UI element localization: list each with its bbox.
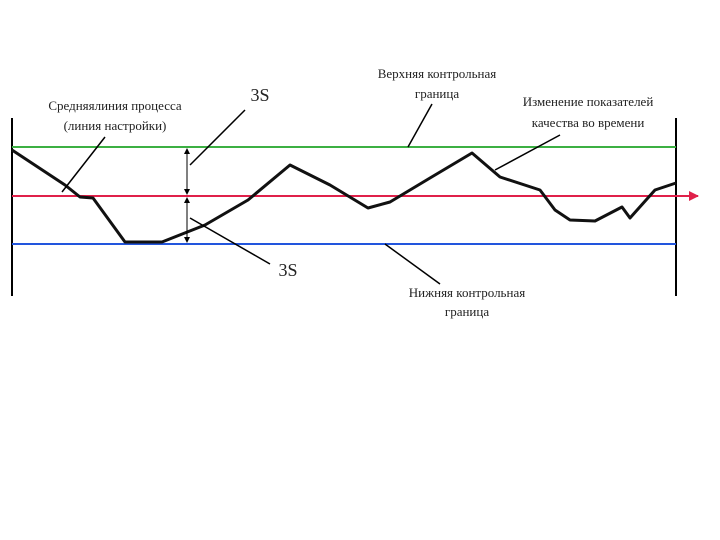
label: 3S <box>250 85 269 105</box>
label: качества во времени <box>532 115 645 130</box>
leader-line <box>494 134 561 171</box>
label: (линия настройки) <box>64 118 167 133</box>
label: граница <box>445 304 489 319</box>
label: Верхняя контрольная <box>378 66 497 81</box>
leader-line <box>384 243 441 285</box>
label: Изменение показателей <box>523 94 654 109</box>
label: Средняялиния процесса <box>48 98 182 113</box>
leader-lines <box>61 103 561 285</box>
label: граница <box>415 86 459 101</box>
label: 3S <box>278 260 297 280</box>
leader-line <box>61 136 106 193</box>
leader-line <box>189 109 246 166</box>
leader-line <box>189 217 271 265</box>
leader-line <box>407 103 433 148</box>
process-line <box>11 148 677 244</box>
label: Нижняя контрольная <box>409 285 525 300</box>
